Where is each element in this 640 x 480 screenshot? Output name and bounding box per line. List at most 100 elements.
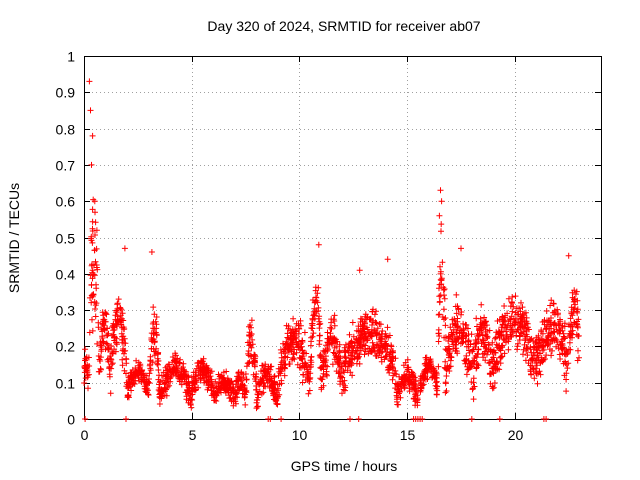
data-point [281, 365, 288, 372]
data-point [455, 335, 462, 342]
data-point [502, 321, 509, 328]
data-point [525, 360, 532, 367]
data-point [340, 368, 347, 374]
data-point [285, 347, 292, 354]
data-point [482, 339, 488, 346]
data-point [559, 345, 566, 352]
data-point [474, 323, 480, 330]
data-point [544, 342, 551, 349]
data-point [307, 374, 314, 381]
data-point [108, 343, 115, 349]
data-point [309, 322, 316, 329]
data-point [324, 346, 331, 353]
data-point [119, 362, 126, 369]
data-point [142, 372, 149, 379]
data-point [193, 386, 199, 393]
data-point [565, 252, 572, 259]
data-point [515, 319, 522, 326]
data-point [492, 335, 498, 342]
data-point [373, 320, 380, 326]
data-point [251, 357, 258, 364]
data-point [189, 384, 196, 391]
data-point [437, 292, 444, 299]
data-point [507, 303, 514, 310]
data-point [327, 324, 334, 331]
data-point [315, 315, 322, 322]
data-point [320, 373, 326, 380]
data-point [527, 368, 534, 375]
data-point [342, 387, 348, 394]
data-point [480, 343, 487, 350]
data-point [232, 389, 239, 396]
data-point [222, 389, 229, 396]
data-point [89, 132, 96, 139]
data-point [507, 316, 514, 323]
data-point [342, 341, 349, 348]
data-point [548, 352, 555, 359]
data-point [315, 284, 322, 291]
data-point [382, 345, 389, 352]
data-point [264, 369, 271, 376]
data-point [309, 333, 316, 340]
data-point [570, 308, 577, 315]
data-point [161, 392, 168, 399]
data-point [485, 360, 492, 366]
data-point [400, 362, 407, 369]
data-point [377, 344, 384, 350]
data-point [173, 372, 179, 379]
data-point [121, 335, 128, 342]
data-point [267, 416, 274, 422]
data-point [347, 416, 353, 422]
data-point [557, 328, 564, 335]
data-point [471, 383, 478, 390]
data-point [113, 307, 120, 314]
data-point [362, 313, 369, 320]
data-point [276, 391, 283, 398]
data-point [290, 350, 297, 357]
data-point [518, 299, 524, 306]
y-tick-label: 0.3 [56, 303, 76, 319]
data-point [454, 303, 461, 310]
data-point [241, 393, 248, 400]
data-point [467, 341, 474, 348]
data-point [265, 363, 272, 370]
data-point [89, 206, 96, 213]
data-point [417, 387, 424, 394]
data-point [243, 376, 250, 383]
data-point [160, 369, 167, 376]
data-point [326, 337, 333, 344]
data-point [442, 380, 449, 387]
data-point [505, 295, 512, 302]
data-point [96, 356, 103, 363]
data-point [373, 308, 379, 315]
data-point [441, 316, 447, 323]
data-point [89, 228, 96, 234]
data-point [547, 330, 554, 337]
data-point [131, 373, 138, 380]
data-point [160, 377, 167, 384]
data-point [373, 353, 380, 359]
data-point [431, 367, 438, 374]
data-point [453, 310, 460, 317]
data-point [485, 341, 492, 348]
data-point [166, 365, 173, 372]
data-point [406, 373, 413, 380]
data-point [414, 399, 421, 406]
data-point [479, 332, 486, 339]
data-point [189, 397, 196, 403]
data-point [539, 337, 546, 344]
data-point [82, 346, 89, 353]
y-tick-label: 0.1 [56, 376, 76, 392]
data-point [566, 339, 573, 346]
data-point [85, 385, 91, 392]
data-point [356, 267, 363, 274]
data-point [401, 382, 408, 389]
data-point [506, 316, 513, 322]
data-point [543, 416, 550, 422]
data-point [551, 320, 558, 326]
y-tick-label: 0.8 [56, 122, 76, 138]
data-point [268, 377, 275, 384]
data-point [92, 306, 98, 312]
